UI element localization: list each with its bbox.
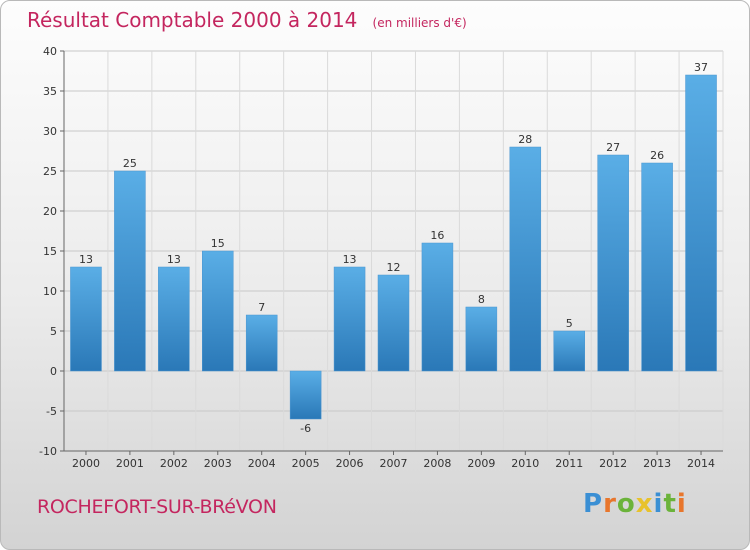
bar-2000 (70, 266, 102, 372)
chart-title: Résultat Comptable 2000 à 2014 (27, 8, 358, 32)
logo-letter: i (676, 489, 687, 519)
data-label-2007: 12 (387, 261, 401, 274)
data-label-2008: 16 (430, 229, 444, 242)
y-tick-label: 25 (43, 165, 57, 178)
logo-letter: o (616, 489, 636, 519)
data-label-2004: 7 (258, 301, 265, 314)
commune-name: ROCHEFORT-SUR-BRéVON (37, 496, 277, 518)
x-tick-label-2011: 2011 (555, 457, 583, 470)
data-label-2010: 28 (518, 133, 532, 146)
x-tick-label-2008: 2008 (423, 457, 451, 470)
bar-2002 (158, 266, 190, 372)
data-label-2009: 8 (478, 293, 485, 306)
logo-letter: t (663, 489, 677, 519)
bar-2001 (114, 170, 146, 372)
data-label-2001: 25 (123, 157, 137, 170)
data-label-2000: 13 (79, 253, 93, 266)
bar-2004 (245, 314, 278, 372)
x-tick-label-2013: 2013 (643, 457, 671, 470)
x-tick-label-2001: 2001 (116, 457, 144, 470)
data-label-2013: 26 (650, 149, 664, 162)
x-tick-label-2014: 2014 (687, 457, 715, 470)
data-label-2005: -6 (300, 422, 311, 435)
y-tick-label: 40 (43, 45, 57, 58)
axes: -10 -5 0 5 10 15 20 25 30 35 40 2000 2001 2002 2003 200… (39, 45, 723, 470)
logo-letter: x (635, 489, 654, 519)
y-tick-label: -10 (39, 445, 57, 458)
y-tick-label: 35 (43, 85, 57, 98)
data-label-2002: 13 (167, 253, 181, 266)
data-label-2011: 5 (566, 317, 573, 330)
bar-2012 (597, 154, 629, 372)
x-tick-label-2002: 2002 (160, 457, 188, 470)
logo-letter: P (583, 489, 604, 519)
bars (70, 74, 717, 420)
x-tick-label-2010: 2010 (511, 457, 539, 470)
logo-letter: i (653, 489, 664, 519)
x-tick-label-2004: 2004 (248, 457, 276, 470)
x-tick-label-2000: 2000 (72, 457, 100, 470)
y-tick-label: 0 (50, 365, 57, 378)
x-tick-label-2009: 2009 (467, 457, 495, 470)
y-tick-label: 20 (43, 205, 57, 218)
proxiti-logo: Proxiti (583, 489, 687, 519)
data-label-2003: 15 (211, 237, 225, 250)
x-tick-label-2012: 2012 (599, 457, 627, 470)
y-tick-label: 30 (43, 125, 57, 138)
bar-2013 (641, 162, 673, 372)
y-tick-label: 10 (43, 285, 57, 298)
bar-2009 (465, 306, 498, 372)
bar-2008 (421, 242, 454, 372)
chart-subtitle: (en milliers d'€) (372, 16, 467, 30)
bar-2007 (377, 274, 410, 372)
data-label-2014: 37 (694, 61, 708, 74)
x-tick-label-2003: 2003 (204, 457, 232, 470)
bar-2005 (289, 370, 322, 420)
y-tick-label: -5 (46, 405, 57, 418)
x-tick-label-2005: 2005 (292, 457, 320, 470)
bar-2003 (202, 250, 234, 372)
data-label-2006: 13 (343, 253, 357, 266)
labels: 13 25 13 15 7 -6 13 12 16 8 28 5 27 26 37 (79, 61, 708, 435)
bar-2014 (685, 74, 717, 372)
x-tick-label-2007: 2007 (380, 457, 408, 470)
logo-letter: r (603, 489, 617, 519)
chart-title-block: Résultat Comptable 2000 à 2014 (en milli… (27, 8, 467, 32)
bar-2006 (333, 266, 366, 372)
x-tick-label-2006: 2006 (336, 457, 364, 470)
bar-2010 (509, 146, 542, 372)
bar-2011 (553, 330, 585, 372)
y-tick-label: 15 (43, 245, 57, 258)
y-tick-label: 5 (50, 325, 57, 338)
data-label-2012: 27 (606, 141, 620, 154)
